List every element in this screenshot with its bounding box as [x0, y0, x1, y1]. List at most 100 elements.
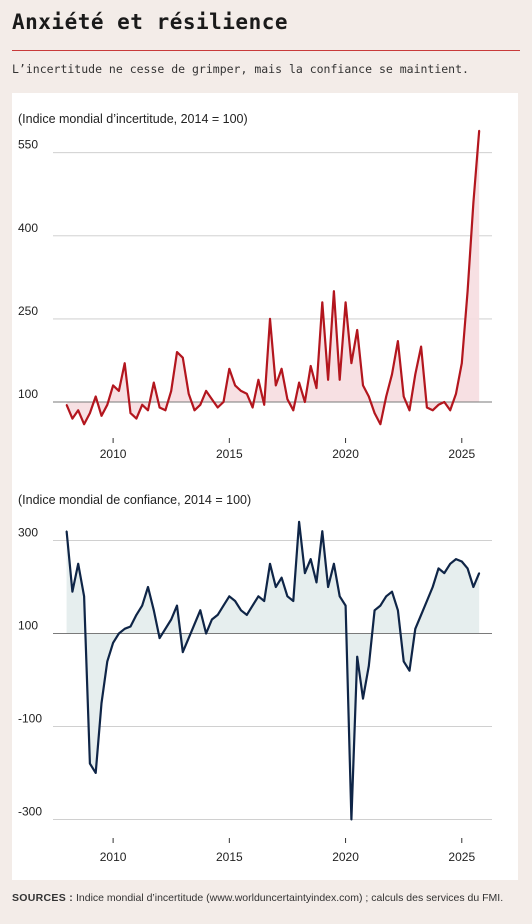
uncertainty-data-point [158, 406, 161, 409]
confidence-data-point [408, 669, 411, 672]
uncertainty-data-point [472, 201, 475, 204]
charts-svg: (Indice mondial d’incertitude, 2014 = 10… [18, 112, 492, 864]
uncertainty-data-point [187, 392, 190, 395]
confidence-data-point [251, 604, 254, 607]
uncertainty-data-point [402, 395, 405, 398]
confidence-data-point [478, 572, 481, 574]
uncertainty-data-point [100, 415, 103, 417]
confidence-data-point [83, 595, 85, 598]
confidence-ytick-label: -300 [18, 804, 42, 818]
sources-text: Indice mondial d’incertitude (www.worldu… [75, 892, 504, 904]
confidence-data-point [420, 614, 422, 616]
confidence-data-point [158, 637, 161, 639]
uncertainty-data-point [426, 406, 428, 409]
confidence-data-point [135, 614, 138, 616]
uncertainty-data-point [338, 379, 341, 381]
uncertainty-data-point [199, 404, 202, 406]
uncertainty-data-point [153, 381, 155, 384]
uncertainty-data-point [304, 401, 306, 403]
confidence-data-point [275, 586, 277, 588]
uncertainty-data-point [216, 406, 219, 409]
uncertainty-data-point [309, 365, 312, 367]
chart-subtitle: L’incertitude ne cesse de grimper, mais … [12, 62, 469, 76]
uncertainty-xtick-label: 2020 [332, 447, 359, 461]
confidence-data-point [368, 665, 370, 667]
sources-note: SOURCES : Indice mondial d’incertitude (… [12, 892, 503, 904]
confidence-data-point [286, 595, 289, 598]
confidence-data-point [176, 604, 178, 607]
uncertainty-data-point [170, 390, 172, 392]
confidence-data-point [182, 651, 184, 653]
confidence-data-point [385, 595, 388, 598]
uncertainty-data-point [106, 404, 109, 406]
uncertainty-data-point [466, 290, 469, 292]
confidence-data-point [437, 567, 440, 570]
confidence-ytick-label: 100 [18, 618, 38, 632]
confidence-data-point [472, 586, 475, 588]
uncertainty-data-point [164, 409, 167, 412]
confidence-data-point [269, 563, 271, 565]
confidence-data-point [240, 609, 242, 612]
chart-title: Anxiété et résilience [12, 10, 289, 34]
confidence-data-point [431, 586, 434, 588]
confidence-data-point [89, 762, 91, 765]
confidence-data-point [466, 567, 469, 570]
confidence-data-point [327, 586, 329, 588]
uncertainty-data-point [135, 417, 138, 420]
uncertainty-data-point [65, 404, 68, 406]
uncertainty-data-point [362, 384, 364, 387]
sources-label: SOURCES : [12, 892, 74, 904]
uncertainty-data-point [77, 409, 79, 412]
confidence-data-point [246, 614, 248, 616]
confidence-data-point [205, 632, 207, 635]
uncertainty-data-point [141, 404, 143, 406]
confidence-data-point [309, 558, 312, 560]
uncertainty-data-point [112, 384, 114, 387]
confidence-data-point [257, 595, 260, 598]
confidence-ytick-label: 300 [18, 526, 38, 540]
confidence-data-point [222, 604, 225, 607]
uncertainty-data-point [246, 392, 248, 395]
title-rule [12, 50, 520, 51]
uncertainty-data-point [211, 398, 213, 401]
uncertainty-ytick-label: 550 [18, 138, 38, 152]
uncertainty-data-point [94, 395, 97, 398]
confidence-data-point [333, 563, 335, 565]
confidence-data-point [77, 563, 79, 565]
uncertainty-xtick-label: 2015 [216, 447, 243, 461]
uncertainty-data-point [315, 387, 318, 389]
uncertainty-data-point [397, 340, 399, 342]
confidence-data-point [234, 600, 236, 602]
confidence-data-point [153, 609, 155, 612]
uncertainty-data-point [350, 362, 353, 365]
uncertainty-data-point [373, 412, 376, 414]
confidence-data-point [373, 609, 376, 612]
confidence-data-point [397, 609, 399, 612]
confidence-data-point [71, 590, 74, 593]
confidence-data-point [379, 604, 382, 607]
uncertainty-data-point [385, 395, 388, 398]
uncertainty-data-point [205, 390, 207, 392]
confidence-area [66, 521, 480, 820]
uncertainty-data-point [431, 409, 434, 412]
confidence-data-point [443, 572, 446, 574]
confidence-data-point [298, 521, 300, 523]
confidence-data-point [164, 628, 167, 630]
uncertainty-axis-title: (Indice mondial d’incertitude, 2014 = 10… [18, 112, 248, 126]
confidence-data-point [350, 818, 353, 821]
confidence-data-point [455, 558, 457, 560]
confidence-data-point [338, 595, 341, 598]
confidence-data-point [65, 530, 68, 532]
uncertainty-data-point [321, 301, 324, 304]
uncertainty-data-point [368, 395, 370, 398]
uncertainty-data-point [147, 409, 149, 412]
uncertainty-data-point [71, 417, 74, 420]
uncertainty-data-point [414, 373, 417, 376]
uncertainty-data-point [286, 398, 289, 401]
uncertainty-data-point [176, 351, 178, 353]
uncertainty-ytick-label: 100 [18, 387, 38, 401]
confidence-data-point [118, 632, 120, 635]
uncertainty-data-point [228, 368, 231, 370]
uncertainty-data-point [449, 409, 452, 412]
uncertainty-data-point [123, 362, 126, 365]
